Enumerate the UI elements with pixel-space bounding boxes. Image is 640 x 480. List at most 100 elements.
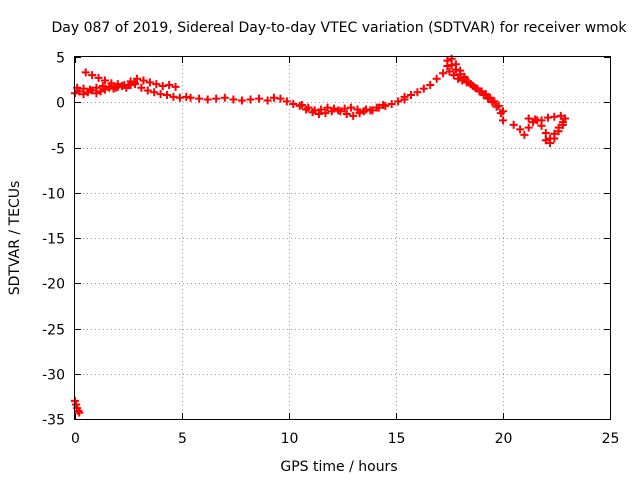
data-point [321,109,330,118]
data-point [297,100,306,109]
data-point [462,78,471,87]
data-point [145,78,154,87]
data-point [537,116,546,125]
y-tick-label: -30 [42,368,65,384]
series-arc-late-upper [524,111,570,125]
data-point [406,91,415,100]
series-outliers-start [71,396,84,417]
chart-title: Day 087 of 2019, Sidereal Day-to-day VTE… [52,20,628,36]
x-tick-label: 10 [281,431,299,447]
data-point [152,80,161,89]
data-point [541,129,550,138]
data-point [451,65,460,74]
data-point [449,71,458,80]
data-point [163,91,172,100]
data-point [499,116,507,125]
data-point [443,56,452,65]
y-tick-label: 5 [56,51,65,67]
data-point [379,100,388,109]
y-tick-label: -10 [42,187,65,203]
data-point [394,97,403,106]
data-point [186,93,195,102]
data-point [203,95,212,104]
data-point [289,100,298,109]
data-point [94,73,103,82]
data-point [282,97,291,106]
data-point [550,134,559,143]
data-point [308,108,317,117]
data-point [471,83,480,92]
data-point [353,105,362,114]
data-point [524,123,533,132]
data-point [334,106,343,115]
x-tick-label: 0 [71,431,80,447]
data-point [546,138,555,147]
data-point [133,74,142,83]
data-point [509,120,518,129]
data-point [111,83,120,92]
y-tick-labels: 5 0 -5 -10 -15 -20 -25 -30 -35 [42,51,65,429]
data-point [419,84,428,93]
data-point [229,95,238,104]
data-point [347,103,356,112]
data-point [81,68,90,77]
data-point [488,98,497,107]
data-point [496,109,505,118]
data-point [387,100,396,109]
y-tick-label: -20 [42,277,65,293]
data-point [520,130,529,139]
data-point [302,105,311,114]
data-point [195,94,204,103]
data-point [466,80,475,89]
y-tick-label: 0 [56,96,65,112]
data-point [237,96,246,105]
data-point [143,86,152,95]
data-point [342,110,351,119]
data-point [255,94,264,103]
data-point [561,114,570,123]
x-tick-label: 5 [178,431,187,447]
data-point [246,95,255,104]
axis-ticks [75,57,611,420]
data-point [558,120,567,129]
data-point [85,85,94,94]
data-point [220,93,229,102]
data-point [432,74,441,83]
data-point [171,82,180,91]
data-points [71,54,570,417]
data-point [349,111,358,120]
data-point [165,81,174,90]
y-axis-label: SDTVAR / TECUs [7,181,23,296]
x-axis-label: GPS time / hours [280,459,397,475]
data-point [100,76,109,85]
data-point [479,91,488,100]
data-point [475,87,484,96]
data-point [447,61,456,70]
data-point [150,88,159,97]
data-point [139,76,148,85]
data-point [130,80,139,89]
data-point [554,127,563,136]
y-tick-label: -15 [42,232,65,248]
data-point [400,92,409,101]
data-point [413,88,422,97]
data-point [317,105,326,114]
series-arc-early-mid [73,80,191,102]
data-point [137,83,146,92]
data-point [92,83,101,92]
data-point [263,96,272,105]
data-point [445,67,454,76]
data-point [366,106,375,115]
data-point [88,71,97,80]
series-arc-midday-dip-2 [302,100,388,119]
data-point [454,74,463,83]
x-tick-labels: 0 5 10 15 20 25 [71,431,619,447]
series-arc-late-drop [541,120,567,147]
data-point [492,102,501,111]
plot-frame [74,56,611,420]
series-arc-peak-lower [445,67,507,125]
x-tick-label: 15 [388,431,406,447]
data-point [556,111,565,120]
